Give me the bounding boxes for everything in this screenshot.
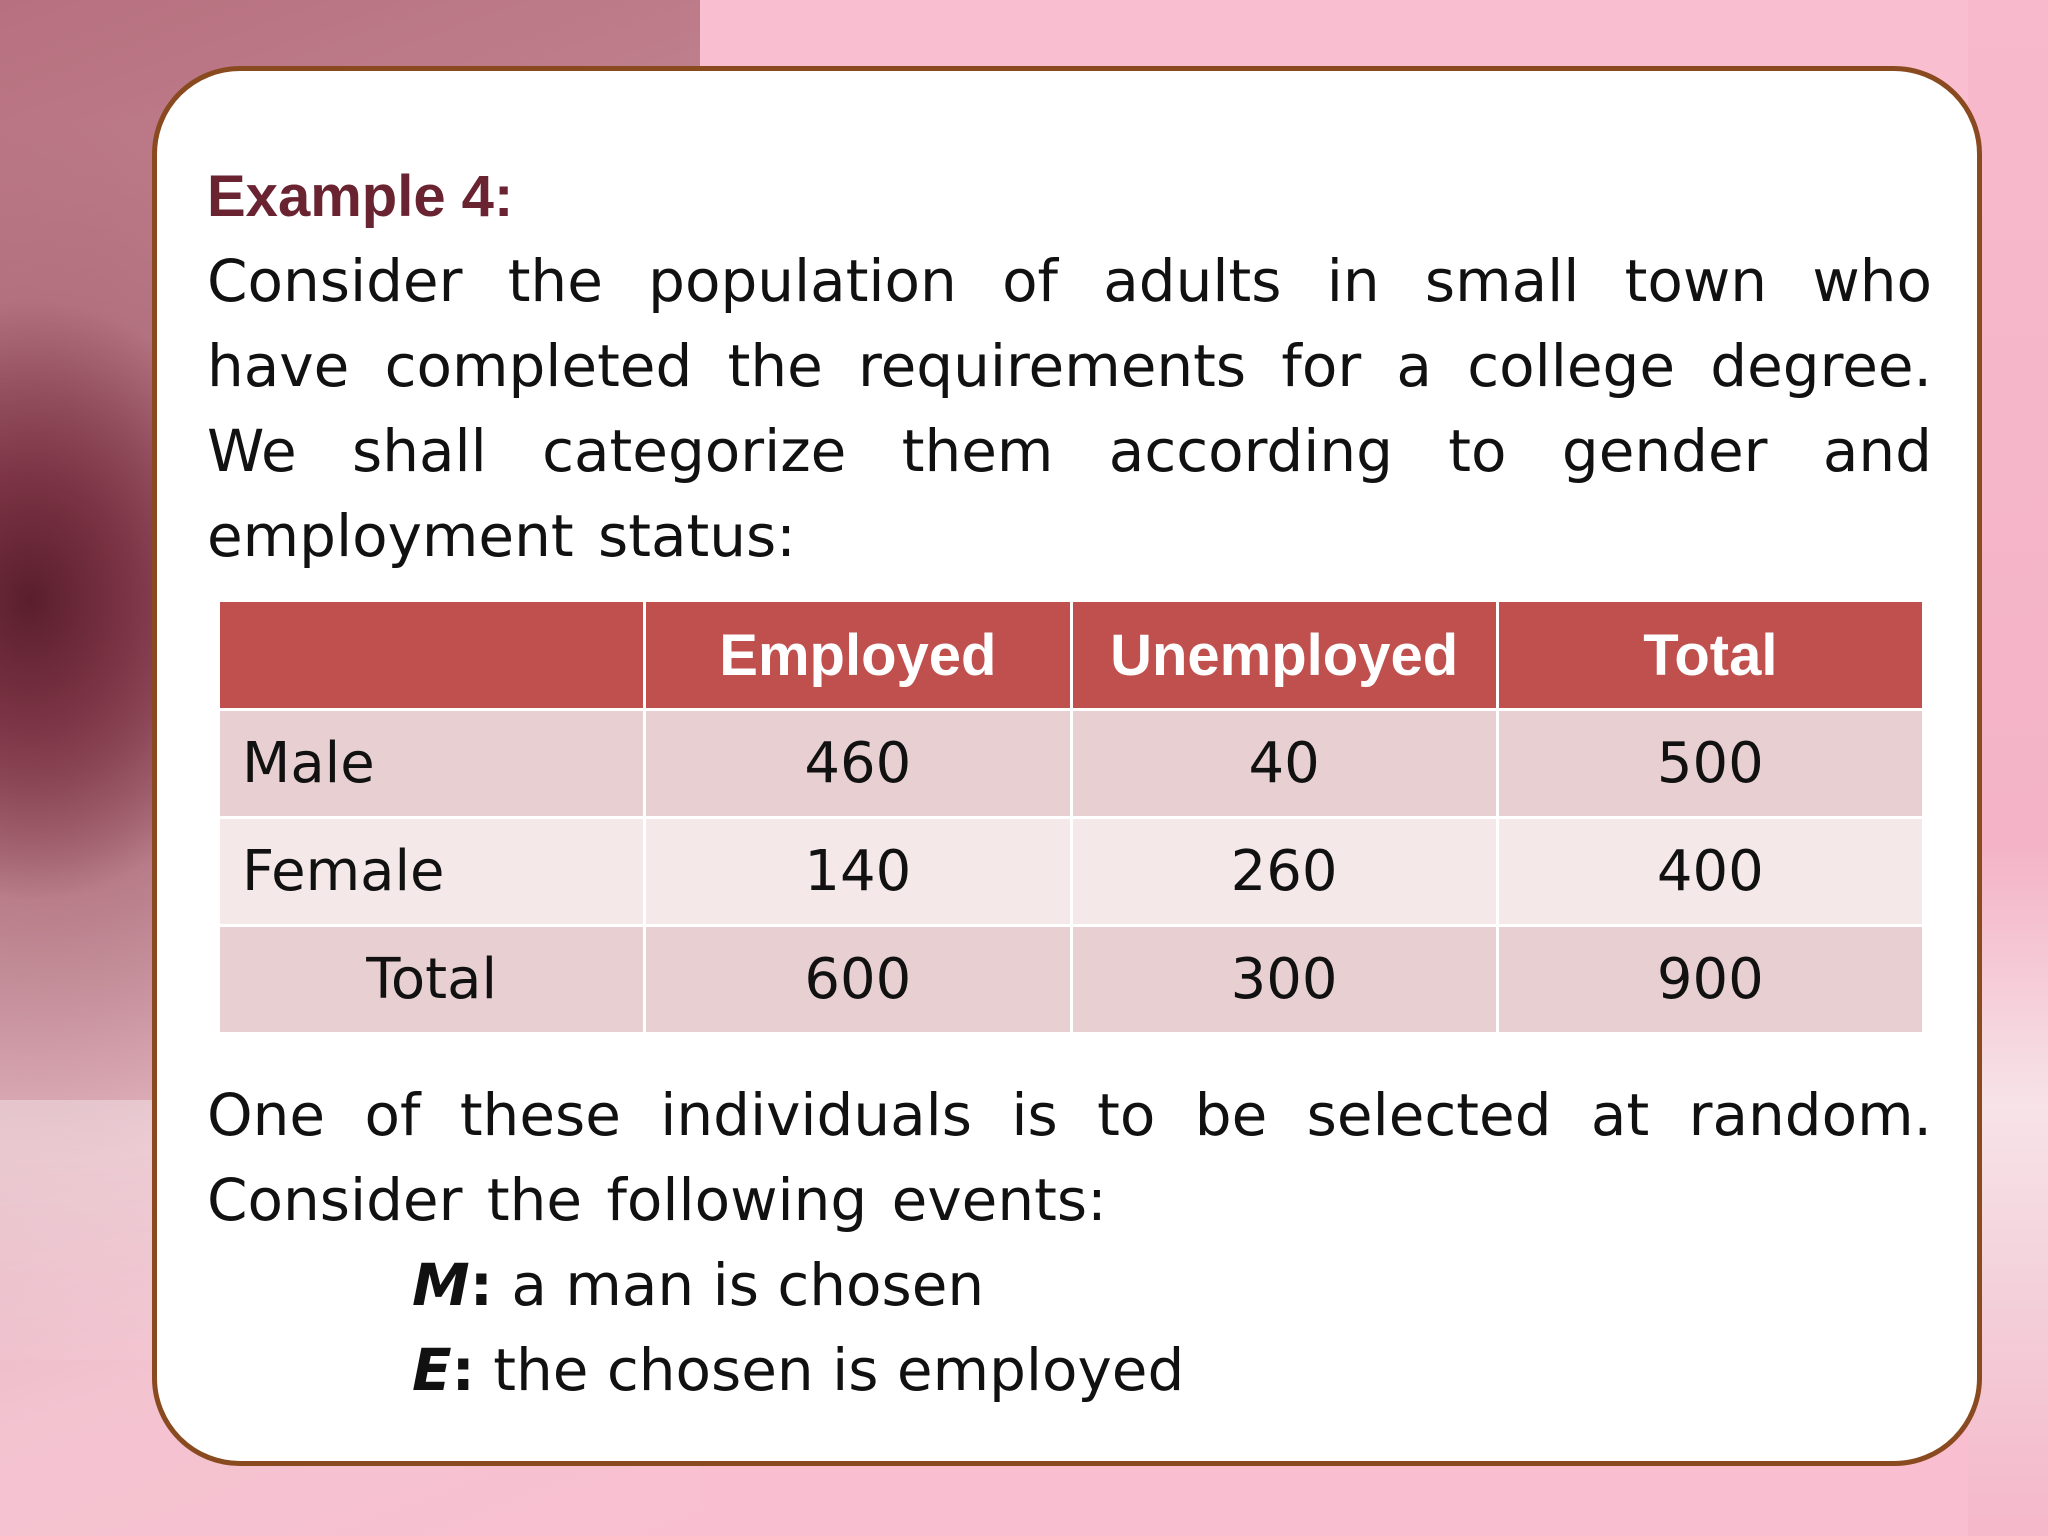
- cell-unemployed: 40: [1069, 708, 1499, 819]
- cell-total: 400: [1495, 816, 1926, 927]
- row-label: Total: [216, 924, 647, 1035]
- table-row-male: Male 460 40 500: [216, 708, 1926, 819]
- event-item-m: M: a man is chosen: [412, 1243, 1932, 1328]
- event-colon: :: [469, 1251, 493, 1319]
- cell-total: 500: [1495, 708, 1926, 819]
- intro-paragraph: Consider the population of adults in sma…: [207, 247, 1932, 570]
- header-cell-unemployed: Unemployed: [1069, 599, 1499, 711]
- header-cell-empty: [216, 599, 647, 711]
- header-cell-total: Total: [1495, 599, 1926, 711]
- header-cell-employed: Employed: [643, 599, 1073, 711]
- bottom-text: One of these individuals is to be select…: [207, 1073, 1932, 1413]
- event-item-e: E: the chosen is employed: [412, 1328, 1932, 1413]
- event-symbol: E: [412, 1336, 452, 1404]
- row-label: Male: [216, 708, 647, 819]
- table-row-total: Total 600 300 900: [216, 924, 1926, 1035]
- outro-paragraph: One of these individuals is to be select…: [207, 1081, 1932, 1234]
- event-text: the chosen is employed: [474, 1336, 1185, 1404]
- slide-content: Example 4: Consider the population of ad…: [207, 155, 1932, 579]
- cell-employed: 140: [643, 816, 1073, 927]
- contingency-table: Employed Unemployed Total Male 460 40 50…: [216, 599, 1926, 1035]
- cell-employed: 600: [643, 924, 1073, 1035]
- cell-total: 900: [1495, 924, 1926, 1035]
- event-symbol: M: [412, 1251, 470, 1319]
- cell-employed: 460: [643, 708, 1073, 819]
- cell-unemployed: 260: [1069, 816, 1499, 927]
- example-title: Example 4:: [207, 164, 514, 229]
- events-list: M: a man is chosen E: the chosen is empl…: [207, 1243, 1932, 1413]
- slide-card: Example 4: Consider the population of ad…: [152, 66, 1982, 1466]
- table-header-row: Employed Unemployed Total: [216, 599, 1926, 711]
- table-row-female: Female 140 260 400: [216, 816, 1926, 927]
- row-label: Female: [216, 816, 647, 927]
- event-text: a man is chosen: [492, 1251, 985, 1319]
- event-colon: :: [451, 1336, 475, 1404]
- cell-unemployed: 300: [1069, 924, 1499, 1035]
